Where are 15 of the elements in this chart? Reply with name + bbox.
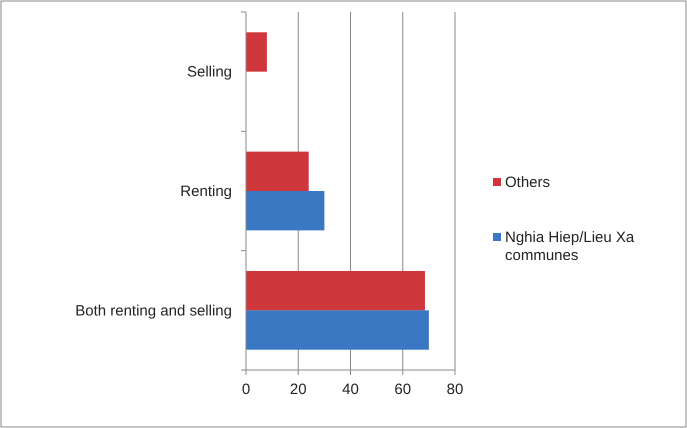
bar bbox=[246, 152, 309, 191]
y-tick-label: Renting bbox=[180, 183, 232, 200]
bar bbox=[246, 191, 324, 230]
x-tick-label: 80 bbox=[446, 381, 464, 398]
x-tick-label: 20 bbox=[290, 381, 307, 398]
bar bbox=[246, 310, 429, 350]
legend-label: Others bbox=[505, 174, 550, 191]
x-tick-label: 0 bbox=[242, 381, 250, 398]
bar bbox=[246, 32, 267, 72]
x-tick-label: 40 bbox=[342, 381, 359, 398]
x-tick-label: 60 bbox=[394, 381, 412, 398]
y-tick-label: Both renting and selling bbox=[75, 302, 232, 320]
y-tick-label: Selling bbox=[186, 64, 232, 81]
legend-label: Nghia Hiep/Lieu Xa communes bbox=[505, 229, 635, 264]
bar bbox=[246, 270, 425, 310]
